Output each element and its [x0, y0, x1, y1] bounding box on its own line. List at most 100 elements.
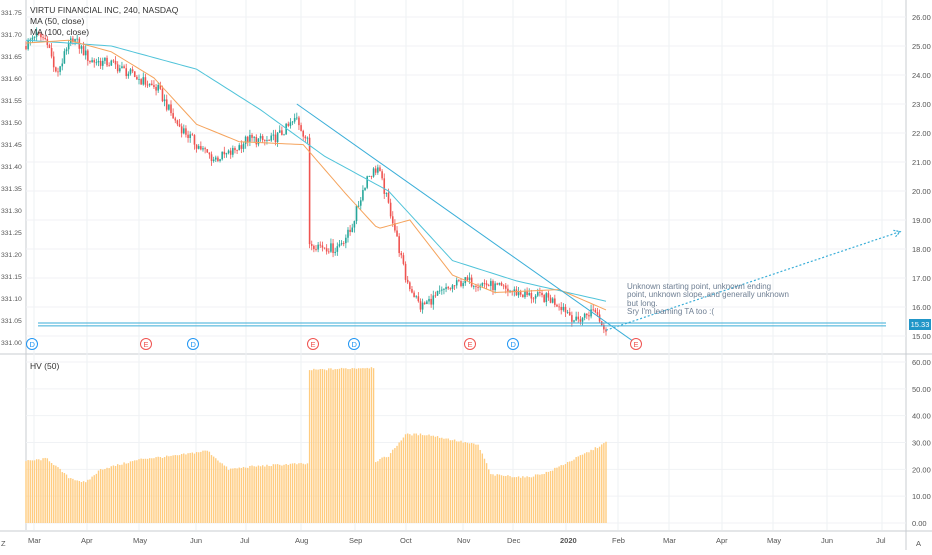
hv-bar [55, 465, 57, 523]
hv-bar [345, 368, 347, 523]
candle-body [362, 190, 364, 201]
hv-bar [293, 463, 296, 523]
hv-bar [398, 442, 400, 523]
hv-bar [291, 463, 294, 523]
hv-legend[interactable]: HV (50) [30, 361, 60, 371]
event-label: E [311, 340, 316, 349]
hv-bar [193, 453, 196, 523]
candle-body [296, 117, 298, 119]
hv-bar [89, 479, 91, 523]
y-tick-label: 17.00 [912, 274, 931, 283]
candle-body [50, 47, 53, 57]
hv-bar [522, 476, 524, 523]
hv-bar [556, 467, 558, 523]
hv-bar [217, 460, 219, 523]
candle-body [432, 295, 435, 305]
hv-bar [596, 448, 599, 523]
timezone-button[interactable]: Z [1, 539, 6, 548]
hv-bar [500, 475, 503, 523]
hv-bar [419, 433, 422, 523]
candle-body [281, 130, 283, 135]
ma100-legend[interactable]: MA (100, close) [30, 27, 90, 37]
candle-body [398, 236, 400, 254]
hv-bar [357, 368, 360, 523]
auto-scale-button[interactable]: A [916, 539, 922, 548]
candle-body [581, 317, 584, 322]
ma50-legend[interactable]: MA (50, close) [30, 16, 85, 26]
candle-body [323, 247, 326, 249]
candle-body [151, 83, 153, 86]
hv-bar [91, 476, 93, 523]
hv-bar [349, 369, 351, 523]
hv-bar [240, 467, 243, 523]
candle-body [308, 137, 311, 245]
left-tick-label: 331.20 [1, 252, 22, 259]
candle-body [564, 306, 567, 313]
candle-body [494, 283, 496, 291]
hv-bar [183, 453, 185, 523]
hv-bar [592, 450, 594, 523]
candle-body [349, 229, 351, 232]
hv-bar [251, 465, 253, 523]
candle-body [146, 84, 149, 86]
hv-bar [247, 467, 249, 523]
hv-bar [102, 469, 104, 523]
candle-body [498, 282, 501, 285]
hv-bar [375, 462, 377, 523]
hv-bar [539, 474, 541, 523]
hv-bar [534, 474, 537, 523]
hv-tick-label: 10.00 [912, 492, 931, 501]
hv-bar [605, 441, 607, 523]
hv-bar [35, 459, 38, 523]
hv-bar [140, 458, 142, 523]
candle-body [500, 282, 503, 286]
hv-bar [409, 434, 411, 523]
candle-body [351, 227, 354, 232]
x-tick-label: Jun [190, 536, 202, 545]
candle-body [289, 122, 292, 126]
hv-bar [325, 370, 328, 523]
candle-body [332, 243, 334, 253]
hv-bar [323, 369, 326, 523]
hv-bar [74, 480, 76, 523]
hv-bar [93, 475, 95, 523]
hv-bar [61, 472, 63, 523]
candle-body [487, 285, 490, 287]
candle-body [345, 237, 347, 244]
symbol-title[interactable]: VIRTU FINANCIAL INC, 240, NASDAQ [30, 5, 179, 15]
y-tick-label: 25.00 [912, 42, 931, 51]
hv-bar [289, 463, 292, 523]
hv-bar [59, 468, 61, 523]
candle-body [586, 313, 588, 316]
hv-bar [505, 476, 507, 523]
hv-bar [355, 368, 358, 523]
hv-bar [31, 460, 34, 523]
candle-body [571, 315, 573, 322]
hv-bar [340, 367, 343, 523]
hv-bar [447, 438, 449, 523]
hv-bar [255, 466, 257, 523]
y-tick-label: 23.00 [912, 100, 931, 109]
candle-body [42, 37, 44, 39]
x-tick-label: Nov [457, 536, 471, 545]
earnings-marker [630, 338, 642, 350]
candle-body [310, 244, 313, 246]
x-tick-label: Mar [28, 536, 41, 545]
candle-body [257, 138, 260, 145]
hv-bar [146, 458, 149, 523]
hv-bar [426, 435, 428, 523]
hv-bar [402, 437, 405, 523]
hv-bar [458, 441, 460, 523]
hv-bar [168, 456, 170, 523]
hv-bar [541, 474, 543, 523]
hv-bar [383, 456, 385, 523]
left-tick-label: 331.60 [1, 76, 22, 83]
annotation-note[interactable]: Unknown starting point, unknown ending p… [627, 282, 789, 316]
hv-bar [379, 458, 381, 523]
candle-body [547, 293, 550, 298]
hv-bar [311, 370, 313, 523]
hv-bar [438, 437, 441, 523]
left-tick-label: 331.75 [1, 10, 22, 17]
